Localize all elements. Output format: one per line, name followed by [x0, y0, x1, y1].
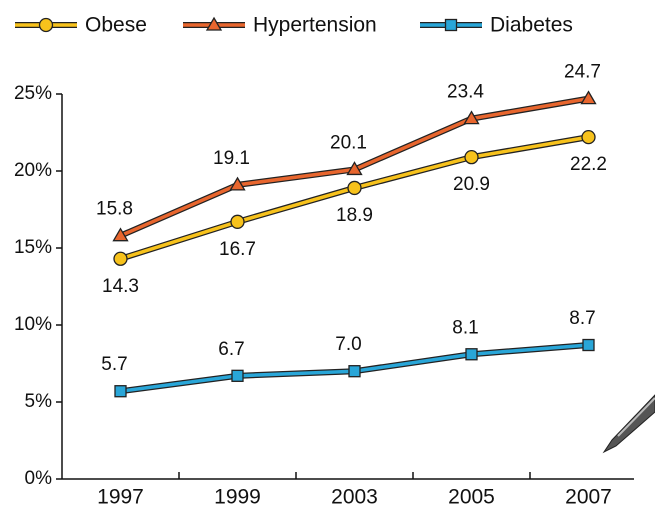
data-label: 19.1 — [213, 148, 250, 169]
data-label: 6.7 — [218, 339, 244, 360]
y-tick-label: 25% — [14, 83, 52, 104]
marker — [583, 340, 594, 351]
data-label: 18.9 — [336, 205, 373, 226]
data-label: 14.3 — [102, 276, 139, 297]
x-tick-label: 1997 — [97, 486, 144, 509]
marker — [348, 181, 361, 194]
legend: Obese Hypertension Diabetes — [15, 14, 573, 37]
marker — [115, 386, 126, 397]
data-label: 16.7 — [219, 239, 256, 260]
y-tick-label: 5% — [25, 391, 53, 412]
marker — [231, 215, 244, 228]
marker — [466, 349, 477, 360]
data-label: 15.8 — [96, 199, 133, 220]
legend-label: Obese — [85, 14, 147, 37]
data-label: 7.0 — [335, 334, 361, 355]
x-tick-label: 2005 — [448, 486, 495, 509]
marker — [465, 151, 478, 164]
legend-marker — [40, 19, 53, 32]
y-tick-label: 10% — [14, 314, 52, 335]
legend-label: Hypertension — [253, 14, 377, 37]
data-label: 20.9 — [453, 174, 490, 195]
marker — [114, 252, 127, 265]
line-outline — [121, 137, 589, 259]
legend-marker — [446, 20, 457, 31]
marker — [582, 131, 595, 144]
legend-label: Diabetes — [490, 14, 573, 37]
data-label: 24.7 — [564, 62, 601, 83]
data-label: 8.1 — [452, 317, 478, 338]
line — [121, 137, 589, 259]
data-label: 22.2 — [570, 154, 607, 175]
marker — [232, 370, 243, 381]
data-label: 8.7 — [569, 308, 595, 329]
data-label: 5.7 — [101, 354, 127, 375]
x-tick-label: 1999 — [214, 486, 261, 509]
x-tick-label: 2007 — [565, 486, 612, 509]
y-tick-label: 20% — [14, 160, 52, 181]
y-tick-label: 0% — [25, 468, 53, 489]
data-label: 23.4 — [447, 82, 484, 103]
x-tick-label: 2003 — [331, 486, 378, 509]
pen-decoration — [604, 395, 655, 452]
y-tick-label: 15% — [14, 237, 52, 258]
data-label: 20.1 — [330, 132, 367, 153]
chart: 0% 5% 10% 15% 20% 25% 1997 1999 2003 2005 2007 14.3… — [0, 0, 655, 515]
marker — [349, 366, 360, 377]
